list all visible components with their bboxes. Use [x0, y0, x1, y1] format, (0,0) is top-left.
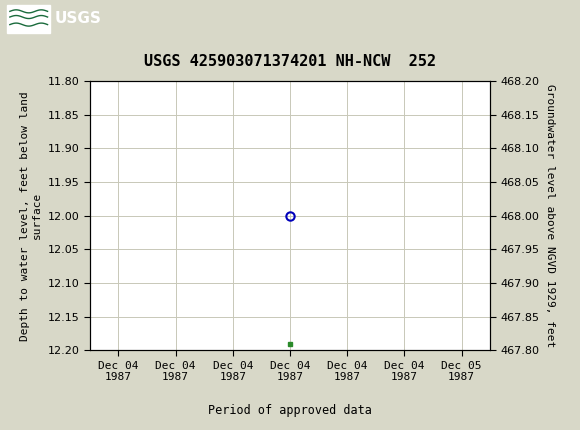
Text: USGS 425903071374201 NH-NCW  252: USGS 425903071374201 NH-NCW 252: [144, 54, 436, 69]
Text: USGS: USGS: [55, 12, 102, 26]
Y-axis label: Groundwater level above NGVD 1929, feet: Groundwater level above NGVD 1929, feet: [545, 84, 555, 347]
Bar: [7, 5, 50, 33]
Text: Period of approved data: Period of approved data: [208, 404, 372, 417]
Y-axis label: Depth to water level, feet below land
surface: Depth to water level, feet below land su…: [20, 91, 42, 341]
